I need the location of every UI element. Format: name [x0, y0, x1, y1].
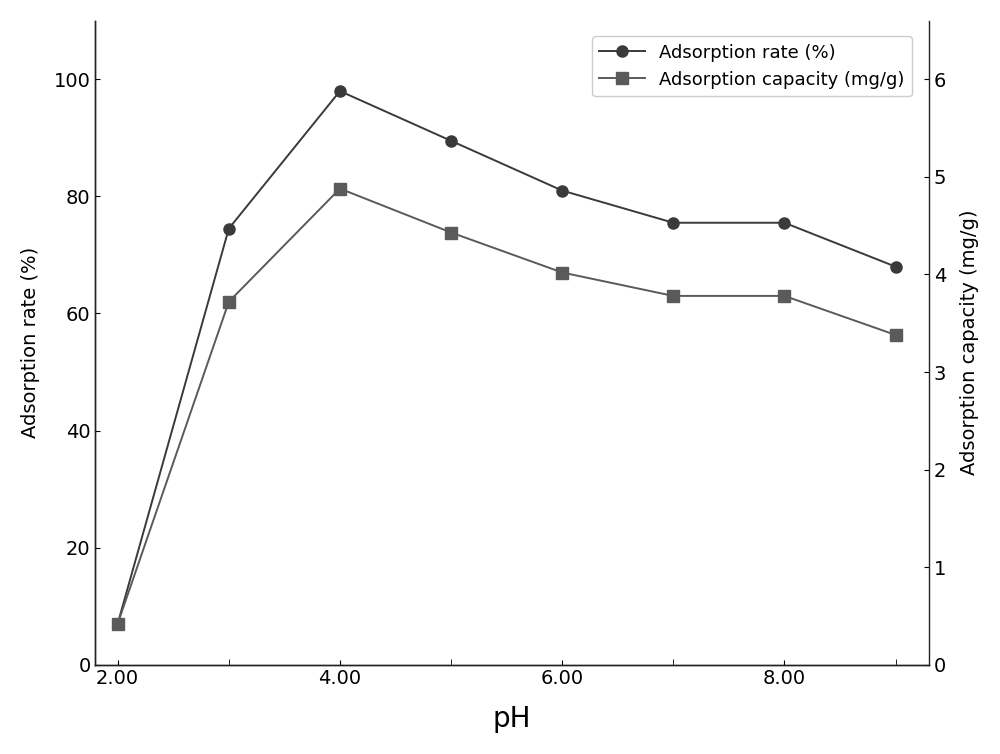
- Adsorption rate (%): [667, 218, 679, 227]
- Adsorption capacity (mg/g): [890, 330, 902, 339]
- Adsorption rate (%): [334, 87, 346, 96]
- Adsorption rate (%): [556, 186, 568, 195]
- Adsorption rate (%): [223, 224, 235, 233]
- Y-axis label: Adsorption capacity (mg/g): Adsorption capacity (mg/g): [960, 210, 979, 476]
- Adsorption capacity (mg/g): [112, 619, 124, 628]
- Adsorption capacity (mg/g): [667, 291, 679, 300]
- Adsorption capacity (mg/g): [445, 228, 457, 237]
- Adsorption rate (%): [445, 136, 457, 146]
- Adsorption rate (%): [778, 218, 790, 227]
- X-axis label: pH: pH: [493, 705, 531, 733]
- Adsorption capacity (mg/g): [778, 291, 790, 300]
- Y-axis label: Adsorption rate (%): Adsorption rate (%): [21, 247, 40, 438]
- Adsorption capacity (mg/g): [334, 184, 346, 193]
- Adsorption capacity (mg/g): [556, 268, 568, 277]
- Legend: Adsorption rate (%), Adsorption capacity (mg/g): Adsorption rate (%), Adsorption capacity…: [592, 36, 912, 97]
- Adsorption rate (%): [890, 262, 902, 271]
- Line: Adsorption rate (%): Adsorption rate (%): [112, 85, 901, 630]
- Line: Adsorption capacity (mg/g): Adsorption capacity (mg/g): [112, 183, 901, 630]
- Adsorption rate (%): [112, 619, 124, 628]
- Adsorption capacity (mg/g): [223, 297, 235, 306]
